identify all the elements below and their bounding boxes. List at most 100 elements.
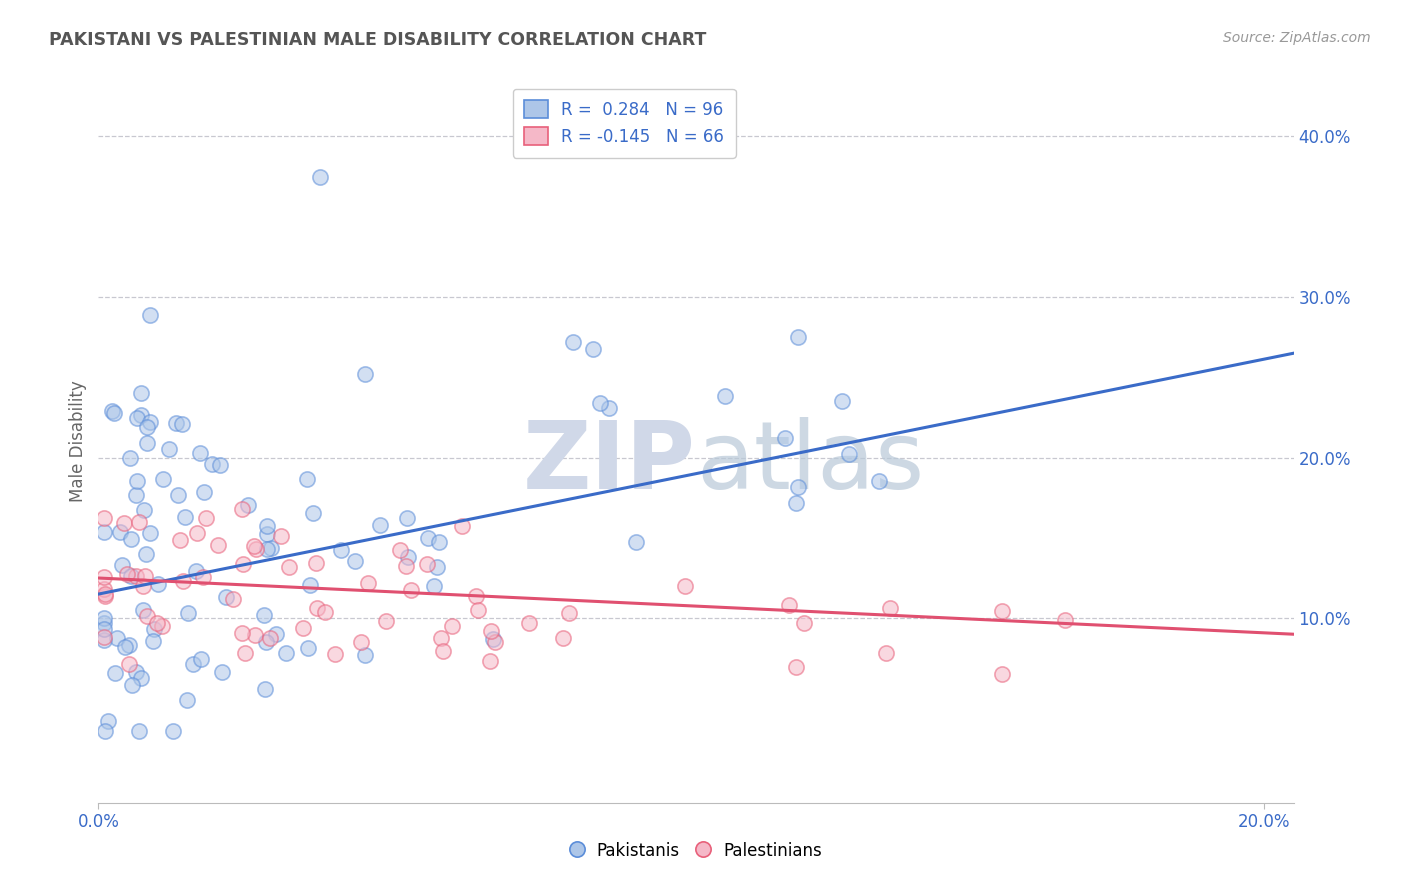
Point [94, 587, 117, 601]
Point [125, 410, 148, 425]
Point [188, 446, 211, 460]
Point [184, 564, 207, 578]
Point [143, 622, 166, 636]
Point [778, 598, 800, 612]
Point [111, 558, 134, 573]
Point [304, 556, 326, 570]
Point [785, 496, 807, 510]
Point [93, 622, 115, 636]
Point [278, 560, 301, 574]
Point [132, 503, 155, 517]
Point [354, 648, 377, 663]
Text: Source: ZipAtlas.com: Source: ZipAtlas.com [1223, 31, 1371, 45]
Point [232, 557, 254, 571]
Point [264, 626, 287, 640]
Point [94, 590, 117, 604]
Point [114, 640, 136, 654]
Point [103, 406, 125, 420]
Point [94, 723, 117, 738]
Point [242, 539, 264, 553]
Point [298, 578, 321, 592]
Point [344, 554, 367, 568]
Point [139, 308, 162, 322]
Point [430, 631, 453, 645]
Point [793, 616, 815, 631]
Point [201, 457, 224, 471]
Point [482, 632, 505, 647]
Point [167, 488, 190, 502]
Point [157, 442, 180, 457]
Point [129, 671, 152, 685]
Point [432, 643, 454, 657]
Text: PAKISTANI VS PALESTINIAN MALE DISABILITY CORRELATION CHART: PAKISTANI VS PALESTINIAN MALE DISABILITY… [49, 31, 707, 49]
Point [231, 502, 253, 516]
Point [145, 615, 167, 630]
Point [115, 567, 138, 582]
Point [195, 510, 218, 524]
Point [211, 665, 233, 679]
Point [245, 542, 267, 557]
Point [233, 646, 256, 660]
Point [129, 385, 152, 400]
Point [309, 169, 332, 184]
Point [291, 621, 314, 635]
Point [245, 628, 267, 642]
Point [589, 396, 612, 410]
Point [177, 606, 200, 620]
Point [191, 569, 214, 583]
Point [775, 431, 797, 445]
Point [330, 542, 353, 557]
Point [125, 665, 148, 679]
Point [270, 529, 292, 543]
Point [256, 542, 278, 557]
Point [558, 607, 581, 621]
Point [1053, 613, 1076, 627]
Point [875, 646, 897, 660]
Point [169, 533, 191, 548]
Point [93, 616, 115, 631]
Point [464, 589, 486, 603]
Point [274, 646, 297, 660]
Point [181, 657, 204, 671]
Point [254, 634, 277, 648]
Point [297, 472, 319, 486]
Legend: Pakistanis, Palestinians: Pakistanis, Palestinians [564, 836, 828, 867]
Point [868, 474, 890, 488]
Point [136, 419, 159, 434]
Point [186, 526, 208, 541]
Point [598, 401, 620, 415]
Point [162, 723, 184, 738]
Point [673, 579, 696, 593]
Point [879, 601, 901, 615]
Point [131, 602, 153, 616]
Point [479, 624, 502, 638]
Point [253, 681, 276, 696]
Point [150, 619, 173, 633]
Point [127, 475, 149, 489]
Point [141, 633, 163, 648]
Point [121, 678, 143, 692]
Point [838, 448, 860, 462]
Point [517, 615, 540, 630]
Point [131, 408, 153, 422]
Point [416, 531, 439, 545]
Point [222, 591, 245, 606]
Point [132, 578, 155, 592]
Point [354, 368, 377, 382]
Point [120, 450, 142, 465]
Point [256, 519, 278, 533]
Point [93, 631, 115, 645]
Point [172, 574, 194, 588]
Point [370, 517, 392, 532]
Point [395, 559, 418, 574]
Point [423, 579, 446, 593]
Point [128, 515, 150, 529]
Point [357, 575, 380, 590]
Point [399, 583, 422, 598]
Point [139, 415, 162, 429]
Point [787, 330, 810, 344]
Point [991, 604, 1014, 618]
Point [93, 611, 115, 625]
Point [305, 600, 328, 615]
Point [991, 667, 1014, 681]
